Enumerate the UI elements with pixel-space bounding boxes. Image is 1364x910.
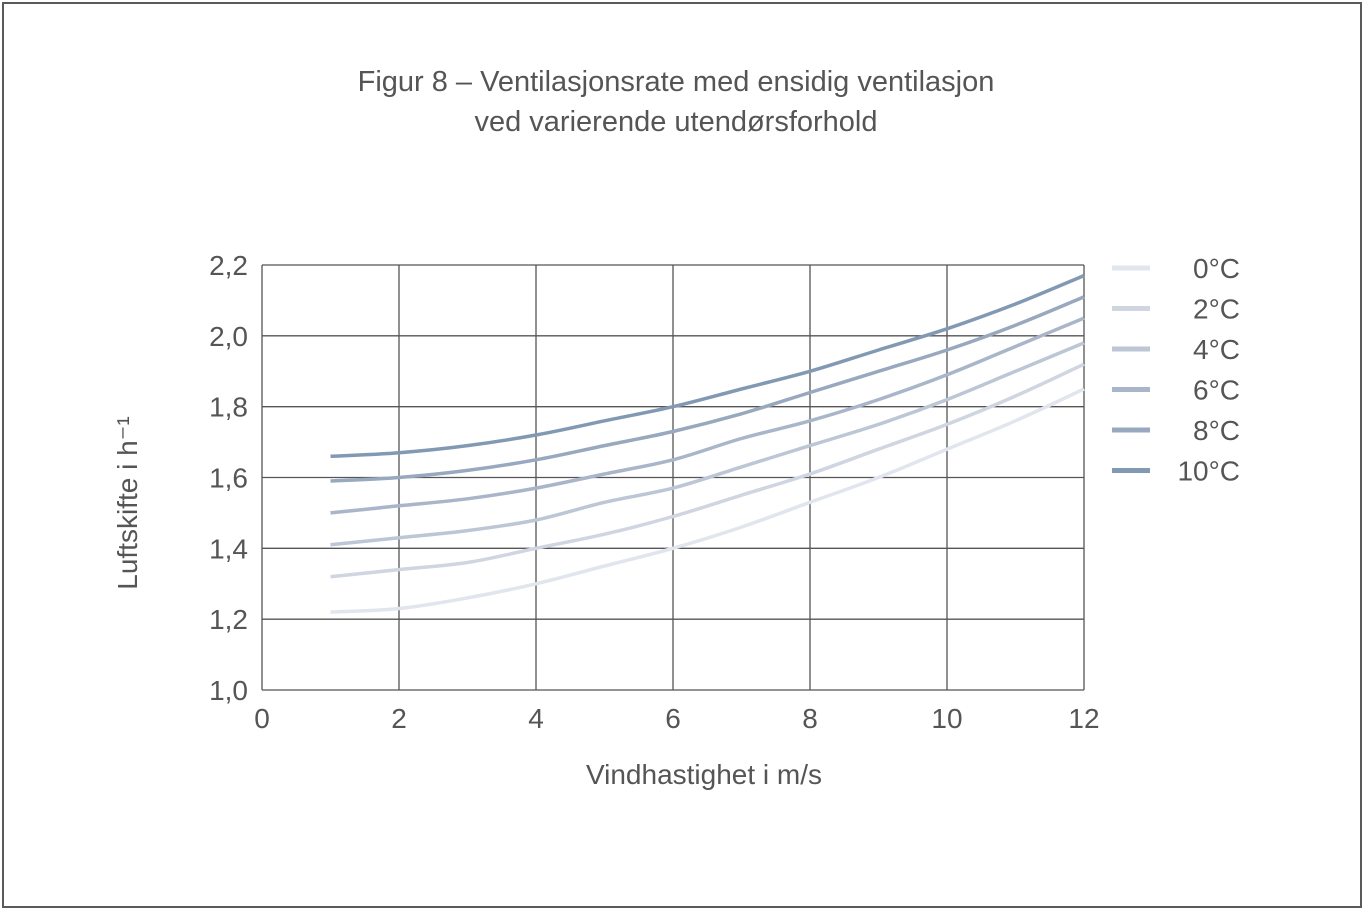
series-lines bbox=[330, 273, 1085, 614]
x-tick-label: 0 bbox=[254, 703, 270, 734]
x-tick-label: 12 bbox=[1068, 703, 1099, 734]
y-tick-label: 1,0 bbox=[209, 675, 248, 706]
y-tick-label: 1,4 bbox=[209, 533, 248, 564]
legend-label-5: 10°C bbox=[1177, 456, 1240, 487]
series-line-4 bbox=[330, 295, 1085, 483]
series-line-2 bbox=[330, 341, 1085, 547]
series-line-3 bbox=[330, 316, 1085, 515]
x-tick-label: 8 bbox=[802, 703, 818, 734]
x-axis-ticks: 0 2 4 6 8 10 12 bbox=[254, 703, 1099, 734]
legend: 0°C 2°C 4°C 6°C 8°C 10°C bbox=[1112, 253, 1240, 487]
y-axis-label: Luftskifte i h⁻¹ bbox=[112, 416, 143, 590]
series-line-0 bbox=[330, 387, 1085, 614]
y-tick-label: 1,6 bbox=[209, 463, 248, 494]
x-tick-label: 10 bbox=[931, 703, 962, 734]
y-tick-label: 1,8 bbox=[209, 392, 248, 423]
x-tick-label: 2 bbox=[391, 703, 407, 734]
chart-title-line-2: ved varierende utendørsforhold bbox=[474, 106, 877, 138]
x-tick-label: 6 bbox=[665, 703, 681, 734]
y-tick-label: 1,2 bbox=[209, 604, 248, 635]
series-line-5 bbox=[330, 273, 1085, 459]
chart-title: Figur 8 – Ventilasjonsrate med ensidig v… bbox=[358, 66, 995, 138]
x-tick-label: 4 bbox=[528, 703, 544, 734]
x-axis-label: Vindhastighet i m/s bbox=[586, 759, 822, 790]
legend-label-4: 8°C bbox=[1193, 415, 1240, 446]
series-line-1 bbox=[330, 362, 1085, 579]
legend-label-2: 4°C bbox=[1193, 334, 1240, 365]
y-axis-ticks: 1,0 1,2 1,4 1,6 1,8 2,0 2,2 bbox=[209, 250, 248, 706]
y-tick-label: 2,2 bbox=[209, 250, 248, 281]
y-tick-label: 2,0 bbox=[209, 321, 248, 352]
legend-label-3: 6°C bbox=[1193, 375, 1240, 406]
chart-title-line-1: Figur 8 – Ventilasjonsrate med ensidig v… bbox=[358, 66, 995, 98]
legend-label-1: 2°C bbox=[1193, 294, 1240, 325]
legend-label-0: 0°C bbox=[1193, 253, 1240, 284]
